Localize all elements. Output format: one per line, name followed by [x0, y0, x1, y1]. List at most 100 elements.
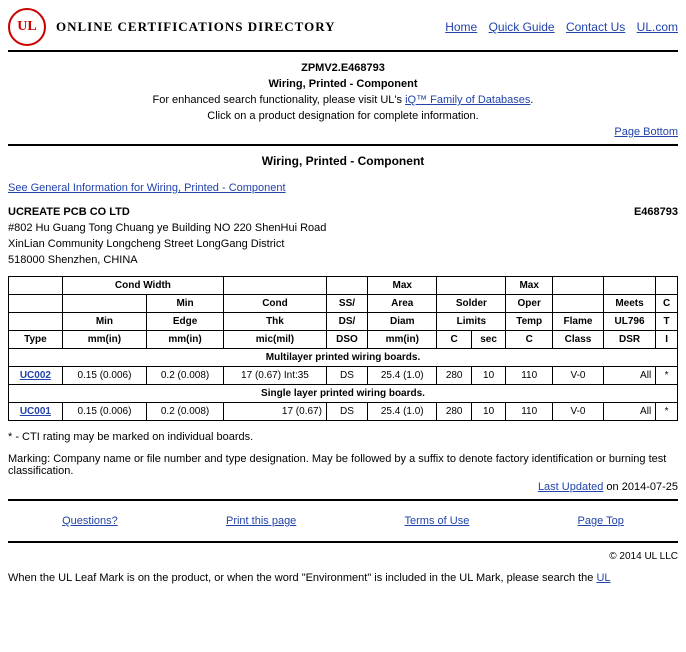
th-ss: SS/ [326, 295, 367, 313]
cell: 280 [437, 403, 471, 421]
th4-micmil: mic(mil) [223, 331, 326, 349]
th4-mmin3: mm(in) [368, 331, 437, 349]
questions-link[interactable]: Questions? [62, 515, 118, 527]
data-table: Cond Width Max Max Min Cond SS/ Area Sol… [8, 276, 678, 421]
th-area: Area [368, 295, 437, 313]
product-link-uc001[interactable]: UC001 [20, 406, 51, 417]
th3-min: Min [62, 313, 146, 331]
th4-i: I [656, 331, 678, 349]
leaf-prefix: When the UL Leaf Mark is on the product,… [8, 572, 596, 584]
divider [8, 541, 678, 543]
ul-env-link[interactable]: UL [596, 572, 610, 584]
cell: V-0 [553, 403, 604, 421]
cell: 25.4 (1.0) [368, 367, 437, 385]
th-min: Min [147, 295, 224, 313]
th-c: C [656, 295, 678, 313]
cell: V-0 [553, 367, 604, 385]
th4-class: Class [553, 331, 604, 349]
marking-note: Marking: Company name or file number and… [8, 453, 678, 477]
leaf-mark-note: When the UL Leaf Mark is on the product,… [8, 572, 678, 584]
enhanced-search-text: For enhanced search functionality, pleas… [8, 94, 678, 106]
nav-quick-guide[interactable]: Quick Guide [489, 20, 555, 34]
section-title: Wiring, Printed - Component [8, 154, 678, 168]
cell: All [603, 403, 655, 421]
th4-c: C [437, 331, 471, 349]
table-header-row-3: Min Edge Thk DS/ Diam Limits Temp Flame … [9, 313, 678, 331]
divider [8, 499, 678, 501]
company-addr3: 518000 Shenzhen, CHINA [8, 254, 678, 266]
nav-contact-us[interactable]: Contact Us [566, 20, 625, 34]
th-cond: Cond [223, 295, 326, 313]
page-top-link[interactable]: Page Top [578, 515, 624, 527]
cti-note: * - CTI rating may be marked on individu… [8, 431, 678, 443]
th-meets: Meets [603, 295, 655, 313]
th3-diam: Diam [368, 313, 437, 331]
table-row: UC001 0.15 (0.006) 0.2 (0.008) 17 (0.67)… [9, 403, 678, 421]
cell: 110 [506, 403, 553, 421]
th4-mmin1: mm(in) [62, 331, 146, 349]
product-link-uc002[interactable]: UC002 [20, 370, 51, 381]
header: UL ONLINE CERTIFICATIONS DIRECTORY Home … [8, 8, 678, 52]
th4-dso: DSO [326, 331, 367, 349]
th-max1: Max [368, 277, 437, 295]
cell: All [603, 367, 655, 385]
cell: 280 [437, 367, 471, 385]
cell: * [656, 403, 678, 421]
click-info: Click on a product designation for compl… [8, 110, 678, 122]
table-header-row-4: Type mm(in) mm(in) mic(mil) DSO mm(in) C… [9, 331, 678, 349]
cell: 0.2 (0.008) [147, 367, 224, 385]
page-bottom-link[interactable]: Page Bottom [614, 126, 678, 138]
nav-ul-com[interactable]: UL.com [637, 20, 678, 34]
subhead-multilayer: Multilayer printed wiring boards. [9, 349, 678, 367]
th3-ul796: UL796 [603, 313, 655, 331]
th-cond-width: Cond Width [62, 277, 223, 295]
th4-dsr: DSR [603, 331, 655, 349]
divider [8, 144, 678, 146]
general-info-link[interactable]: See General Information for Wiring, Prin… [8, 182, 286, 194]
th-solder: Solder [437, 295, 506, 313]
nav-home[interactable]: Home [445, 20, 477, 34]
cell: DS [326, 403, 367, 421]
enhanced-prefix: For enhanced search functionality, pleas… [153, 94, 406, 106]
last-updated-date: on 2014-07-25 [603, 481, 678, 493]
company-block: UCREATE PCB CO LTD E468793 #802 Hu Guang… [8, 206, 678, 266]
table-row: UC002 0.15 (0.006) 0.2 (0.008) 17 (0.67)… [9, 367, 678, 385]
th3-limits: Limits [437, 313, 506, 331]
ul-logo-icon: UL [8, 8, 46, 46]
table-header-row-1: Cond Width Max Max [9, 277, 678, 295]
company-addr1: #802 Hu Guang Tong Chuang ye Building NO… [8, 222, 678, 234]
terms-link[interactable]: Terms of Use [405, 515, 470, 527]
th-max2: Max [506, 277, 553, 295]
th3-edge: Edge [147, 313, 224, 331]
th4-mmin2: mm(in) [147, 331, 224, 349]
company-addr2: XinLian Community Longcheng Street LongG… [8, 238, 678, 250]
cell: 0.15 (0.006) [62, 367, 146, 385]
file-number: E468793 [634, 206, 678, 218]
th3-temp: Temp [506, 313, 553, 331]
copyright: © 2014 UL LLC [8, 551, 678, 562]
th4-sec: sec [471, 331, 505, 349]
cell: 17 (0.67) Int:35 [223, 367, 326, 385]
cell: 25.4 (1.0) [368, 403, 437, 421]
subhead-single: Single layer printed wiring boards. [9, 385, 678, 403]
th3-ds: DS/ [326, 313, 367, 331]
th-oper: Oper [506, 295, 553, 313]
last-updated-link[interactable]: Last Updated [538, 481, 603, 493]
sub-title: Wiring, Printed - Component [8, 78, 678, 90]
cell: 10 [471, 367, 505, 385]
company-name: UCREATE PCB CO LTD [8, 206, 130, 218]
cell: * [656, 367, 678, 385]
enhanced-suffix: . [530, 94, 533, 106]
directory-title: ONLINE CERTIFICATIONS DIRECTORY [56, 19, 336, 35]
top-nav: Home Quick Guide Contact Us UL.com [437, 20, 678, 34]
footer-links: Questions? Print this page Terms of Use … [8, 515, 678, 527]
print-link[interactable]: Print this page [226, 515, 296, 527]
th3-thk: Thk [223, 313, 326, 331]
cell: 0.15 (0.006) [62, 403, 146, 421]
cell: 0.2 (0.008) [147, 403, 224, 421]
cell: 110 [506, 367, 553, 385]
th3-flame: Flame [553, 313, 604, 331]
th3-t: T [656, 313, 678, 331]
iq-databases-link[interactable]: iQ™ Family of Databases [405, 94, 530, 106]
cell: DS [326, 367, 367, 385]
